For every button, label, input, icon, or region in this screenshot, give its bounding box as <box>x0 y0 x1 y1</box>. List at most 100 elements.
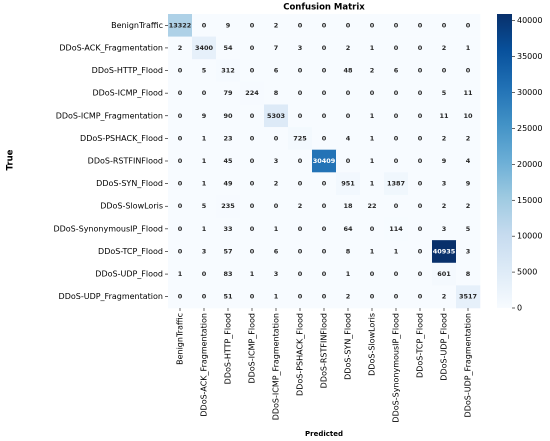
cell-label: 1 <box>394 247 399 255</box>
heatmap-cell <box>240 14 265 37</box>
cell-label: 1 <box>274 293 279 301</box>
heatmap-cell <box>360 217 385 241</box>
cell-label: 2 <box>442 293 447 301</box>
heatmap-cell <box>192 104 217 128</box>
cell-label: 1387 <box>387 180 405 188</box>
heatmap-cell <box>240 194 265 218</box>
heatmap-cell <box>192 217 217 241</box>
heatmap-cell <box>384 194 409 218</box>
heatmap-cell <box>408 36 433 60</box>
cell-label: 0 <box>250 293 255 301</box>
heatmap-cell <box>312 217 337 241</box>
cell-label: 83 <box>223 270 232 278</box>
cell-label: 0 <box>394 134 399 142</box>
heatmap-cell <box>432 285 457 309</box>
heatmap-cell <box>432 194 457 218</box>
heatmap-cell <box>312 104 337 128</box>
heatmap-cell <box>312 149 337 173</box>
cell-label: 1 <box>202 157 207 165</box>
cell-label: 0 <box>178 157 183 165</box>
heatmap-cell <box>456 127 481 150</box>
heatmap-cell <box>168 127 193 150</box>
heatmap-cell <box>408 59 433 83</box>
cell-label: 0 <box>418 21 423 29</box>
heatmap-cell <box>456 285 481 309</box>
heatmap-cell <box>408 285 433 309</box>
heatmap-cell <box>456 194 481 218</box>
cell-label: 11 <box>439 112 449 120</box>
cell-label: 235 <box>221 202 235 210</box>
cell-label: 2 <box>442 134 447 142</box>
heatmap-cell <box>192 172 217 196</box>
cell-label: 2 <box>274 21 279 29</box>
cell-label: 0 <box>442 67 447 75</box>
heatmap-cell <box>336 81 361 105</box>
cell-label: 0 <box>394 270 399 278</box>
cell-label: 2 <box>442 202 447 210</box>
cell-label: 0 <box>298 180 303 188</box>
heatmap-cell <box>456 36 481 60</box>
cell-label: 33 <box>223 225 232 233</box>
cell-label: 8 <box>346 247 351 255</box>
y-tick-label: DDoS-SYN_Flood <box>96 179 163 188</box>
heatmap-cell <box>408 240 433 264</box>
heatmap-cell <box>384 104 409 128</box>
cell-label: 0 <box>202 21 207 29</box>
heatmap-cell <box>192 127 217 150</box>
cell-label: 0 <box>178 293 183 301</box>
heatmap-cell <box>432 127 457 150</box>
x-tick-label: DDoS-SlowLoris <box>368 313 377 376</box>
chart-title: Confusion Matrix <box>283 3 365 13</box>
cell-label: 0 <box>394 202 399 210</box>
cell-label: 0 <box>274 134 279 142</box>
cell-label: 9 <box>466 180 471 188</box>
heatmap-cell <box>408 104 433 128</box>
cell-label: 3 <box>274 270 279 278</box>
heatmap-cell <box>288 104 313 128</box>
heatmap-cell <box>288 59 313 83</box>
cell-label: 0 <box>370 21 375 29</box>
cell-label: 3 <box>202 247 207 255</box>
y-tick-label: BenignTraffic <box>111 21 163 30</box>
cell-label: 0 <box>418 270 423 278</box>
heatmap-cell <box>192 194 217 218</box>
heatmap-cell <box>168 262 193 286</box>
heatmap-cell <box>192 240 217 264</box>
y-tick-label: DDoS-RSTFINFlood <box>88 157 163 166</box>
cell-label: 0 <box>394 157 399 165</box>
heatmap-cell <box>312 262 337 286</box>
cell-label: 54 <box>223 44 233 52</box>
cell-label: 0 <box>250 44 255 52</box>
x-tick-label: DDoS-ICMP_Fragmentation <box>272 313 281 420</box>
cell-label: 0 <box>346 112 351 120</box>
cell-label: 0 <box>442 21 447 29</box>
heatmap-cell <box>240 104 265 128</box>
heatmap-cell <box>432 172 457 196</box>
heatmap-cell <box>360 172 385 196</box>
cell-label: 0 <box>346 21 351 29</box>
heatmap-cell <box>432 217 457 241</box>
heatmap-cell <box>192 36 217 60</box>
cell-label: 0 <box>322 270 327 278</box>
cell-label: 5 <box>202 67 207 75</box>
cell-label: 5 <box>202 202 207 210</box>
heatmap-cell <box>384 285 409 309</box>
cell-label: 0 <box>298 67 303 75</box>
cell-label: 0 <box>418 225 423 233</box>
cell-label: 1 <box>202 180 207 188</box>
heatmap-cell <box>336 240 361 264</box>
x-axis-label: Predicted <box>305 430 343 438</box>
heatmap-cell <box>360 59 385 83</box>
heatmap-cell <box>432 149 457 173</box>
cell-label: 0 <box>298 293 303 301</box>
cell-label: 1 <box>370 247 375 255</box>
cell-label: 0 <box>418 202 423 210</box>
heatmap-cell <box>360 194 385 218</box>
heatmap-cell <box>264 14 289 37</box>
heatmap-cell <box>456 217 481 241</box>
cell-label: 0 <box>394 44 399 52</box>
heatmap-cell <box>408 81 433 105</box>
heatmap-cell <box>360 14 385 37</box>
heatmap-cell <box>216 59 241 83</box>
